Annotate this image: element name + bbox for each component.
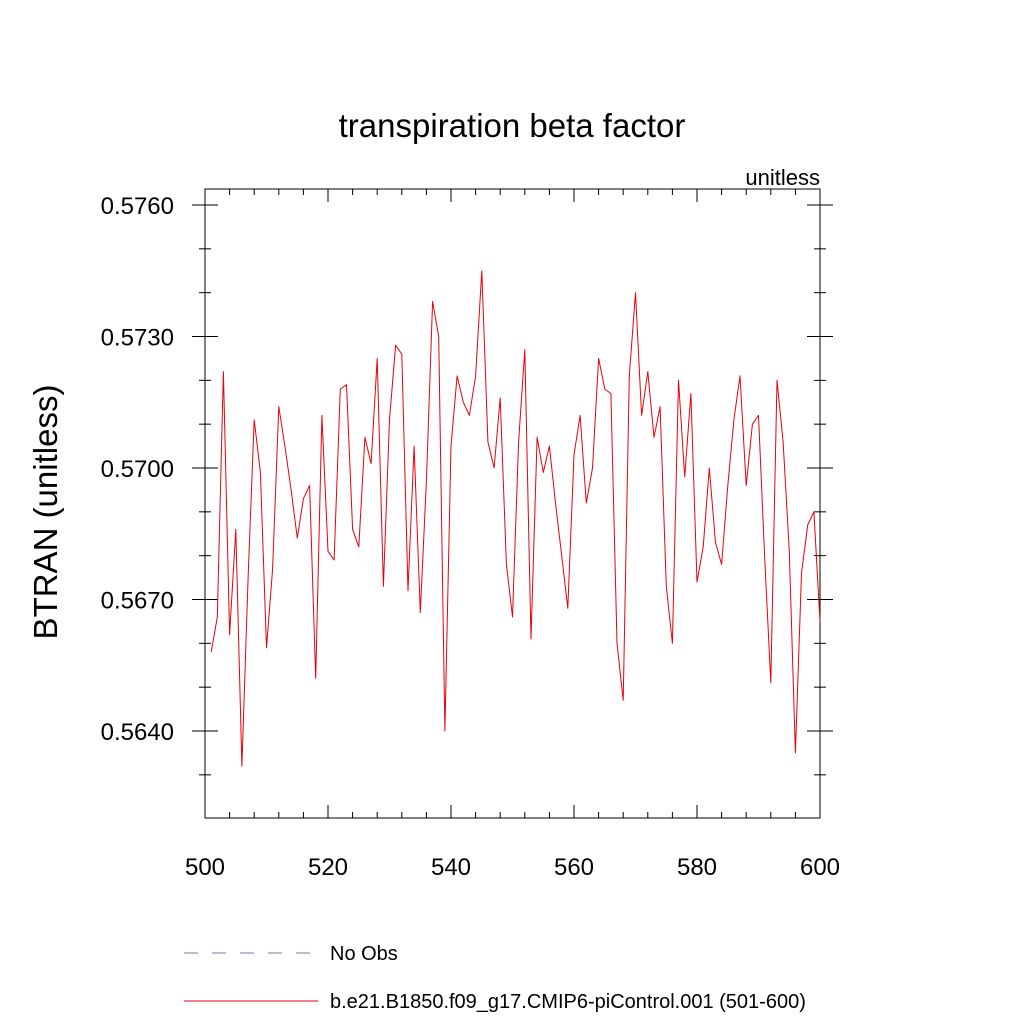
- x-tick-label: 500: [185, 854, 225, 881]
- x-axis: 500 520 540 560 580 600: [185, 189, 840, 881]
- series-line-0: [210, 270, 821, 767]
- plot-border: [204, 188, 821, 819]
- y-tick-label: 0.5730: [101, 325, 174, 352]
- y-tick-label: 0.5670: [101, 588, 174, 615]
- legend-label-no-obs: No Obs: [330, 943, 398, 965]
- legend-label-picontrol: b.e21.B1850.f09_g17.CMIP6-piControl.001 …: [330, 991, 806, 1013]
- plot-frame: [204, 188, 821, 819]
- x-tick-label: 560: [554, 854, 594, 881]
- y-tick-label: 0.5640: [101, 719, 174, 746]
- chart-title: transpiration beta factor: [339, 107, 686, 144]
- y-axis-label: BTRAN (unitless): [27, 385, 64, 640]
- x-tick-label: 540: [431, 854, 471, 881]
- y-tick-label: 0.5760: [101, 193, 174, 220]
- y-axis: 0.5640 0.5670 0.5700 0.5730 0.5760: [101, 193, 833, 776]
- x-tick-label: 600: [800, 854, 840, 881]
- y-tick-label: 0.5700: [101, 456, 174, 483]
- units-label: unitless: [745, 165, 820, 190]
- series-layer: [210, 270, 821, 767]
- legend: No Obs b.e21.B1850.f09_g17.CMIP6-piContr…: [184, 943, 806, 1013]
- x-tick-label: 520: [308, 854, 348, 881]
- x-tick-label: 580: [677, 854, 717, 881]
